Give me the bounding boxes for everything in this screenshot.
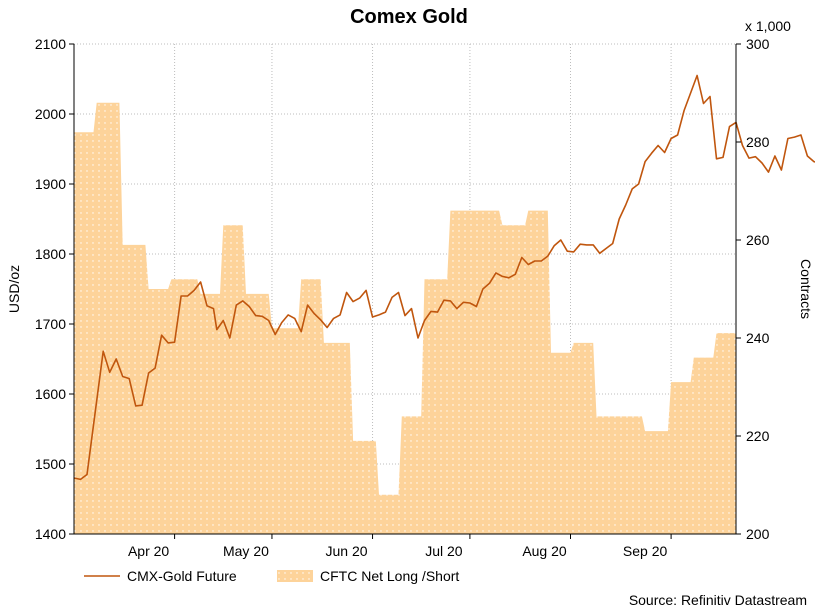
y-left-tick-label: 2000 — [35, 106, 66, 122]
area-series-cftc — [74, 102, 736, 535]
legend-label-line: CMX-Gold Future — [127, 568, 237, 584]
y-left-tick-label: 2100 — [35, 36, 66, 52]
x-tick-label: Apr 20 — [128, 543, 169, 559]
line-layer — [73, 74, 815, 481]
y-left-ticks: 1400 1500 1600 1700 1800 1900 2000 2100 — [35, 36, 74, 542]
chart-title: Comex Gold — [350, 6, 468, 28]
y-left-tick-label: 1900 — [35, 176, 66, 192]
x-tick-label: Aug 20 — [522, 543, 567, 559]
source-note: Source: Refinitiv Datastream — [629, 592, 807, 608]
y-left-tick-label: 1700 — [35, 316, 66, 332]
x-ticks: Apr 20 May 20 Jun 20 Jul 20 Aug 20 Sep 20 — [128, 534, 672, 559]
y-right-tick-label: 220 — [746, 428, 770, 444]
y-left-axis-label: USD/oz — [6, 265, 22, 313]
legend-label-area: CFTC Net Long /Short — [320, 568, 459, 584]
legend: CMX-Gold Future CFTC Net Long /Short — [84, 568, 459, 584]
legend-swatch-area — [277, 570, 313, 582]
y-right-tick-label: 280 — [746, 134, 770, 150]
area-layer — [74, 102, 736, 535]
y-right-ticks: 200 220 240 260 280 300 — [736, 36, 770, 542]
x-tick-label: Sep 20 — [623, 543, 668, 559]
y-right-tick-label: 300 — [746, 36, 770, 52]
y-left-tick-label: 1800 — [35, 246, 66, 262]
x-tick-label: Jun 20 — [326, 543, 368, 559]
y-right-tick-label: 200 — [746, 526, 770, 542]
y-left-tick-label: 1500 — [35, 456, 66, 472]
y-right-tick-label: 240 — [746, 330, 770, 346]
x-tick-label: May 20 — [223, 543, 269, 559]
y-left-tick-label: 1600 — [35, 386, 66, 402]
y-right-tick-label: 260 — [746, 232, 770, 248]
line-series-gold — [73, 74, 815, 481]
y-right-axis-label: Contracts — [798, 259, 814, 319]
x-tick-label: Jul 20 — [425, 543, 463, 559]
y-left-tick-label: 1400 — [35, 526, 66, 542]
y-right-multiplier: x 1,000 — [745, 18, 791, 34]
